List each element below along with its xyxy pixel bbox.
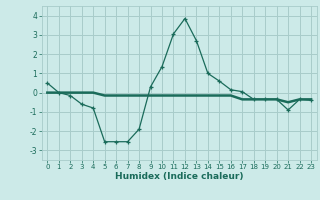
X-axis label: Humidex (Indice chaleur): Humidex (Indice chaleur) bbox=[115, 172, 244, 181]
